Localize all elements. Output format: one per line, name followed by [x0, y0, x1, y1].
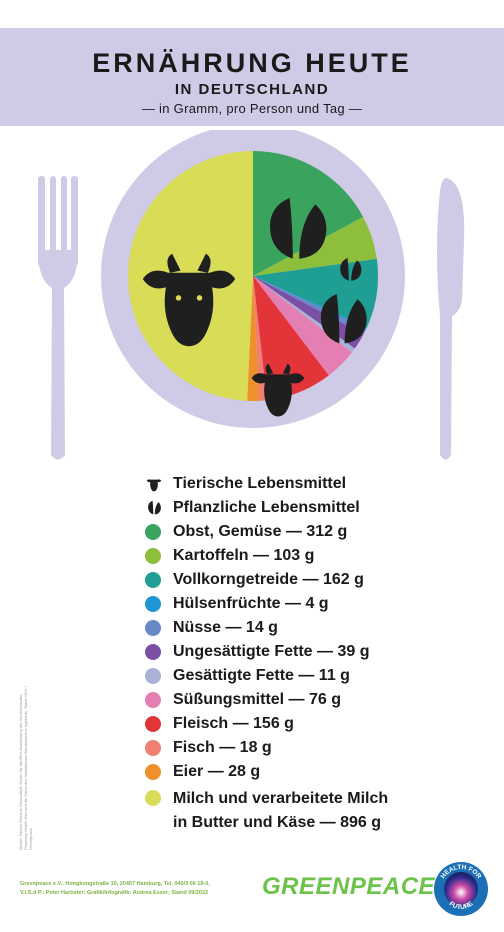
legend-swatch [145, 572, 161, 588]
legend-item: Kartoffeln — 103 g [145, 544, 475, 568]
fork-icon [38, 176, 78, 460]
legend-swatch [145, 620, 161, 636]
cow-head-icon [146, 479, 162, 492]
legend-item: Gesättigte Fette — 11 g [145, 664, 475, 688]
legend-label: Fisch — 18 g [173, 739, 272, 756]
leaf-icon-large [270, 198, 327, 259]
pie-chart [127, 151, 378, 401]
legend-swatch [145, 524, 161, 540]
legend-label: Fleisch — 156 g [173, 715, 294, 732]
source-note: Quelle: Dieses Bündnis Gesundheit; Essen… [18, 686, 33, 850]
legend-item: Ungesättigte Fette — 39 g [145, 640, 475, 664]
header-band: ERNÄHRUNG HEUTE IN DEUTSCHLAND — in Gram… [0, 28, 504, 126]
legend-label: Obst, Gemüse — 312 g [173, 523, 348, 540]
legend-animal: Tierische Lebensmittel [145, 472, 475, 496]
legend-label: Milch und verarbeitete Milch in Butter un… [173, 787, 388, 835]
legend-swatch [145, 716, 161, 732]
imprint-line-2: V.i.S.d.P.: Peter Harbster; Grafik/Infog… [20, 890, 209, 896]
health-for-future-badge: HEALTH FOR FUTURE [434, 862, 488, 916]
legend-label-line-2: in Butter und Käse — 896 g [173, 814, 382, 831]
legend-item: Fisch — 18 g [145, 736, 475, 760]
legend-label: Nüsse — 14 g [173, 619, 278, 636]
legend-label: Vollkorngetreide — 162 g [173, 571, 364, 588]
legend-swatch [145, 740, 161, 756]
legend-label: Ungesättigte Fette — 39 g [173, 643, 370, 660]
legend-item: Eier — 28 g [145, 760, 475, 784]
knife-icon [437, 178, 465, 460]
cow-head-icon-small [251, 363, 305, 417]
legend-item: Nüsse — 14 g [145, 616, 475, 640]
cow-head-icon [142, 253, 236, 347]
legend-item: Vollkorngetreide — 162 g [145, 568, 475, 592]
legend-label: Gesättigte Fette — 11 g [173, 667, 350, 684]
legend-item: Süßungsmittel — 76 g [145, 688, 475, 712]
imprint-line-1: Greenpeace e.V., Hongkongstraße 10, 2045… [20, 881, 210, 887]
pie-slice-9 [253, 276, 268, 401]
legend-plant: Pflanzliche Lebensmittel [145, 496, 475, 520]
legend-plant-label: Pflanzliche Lebensmittel [173, 499, 360, 516]
page-subtitle: IN DEUTSCHLAND [174, 81, 330, 98]
legend-label: Hülsenfrüchte — 4 g [173, 595, 329, 612]
legend: Tierische Lebensmittel Pflanzliche Leben… [145, 472, 475, 835]
badge-text-bottom: FUTURE [448, 900, 475, 911]
legend-animal-label: Tierische Lebensmittel [173, 475, 347, 492]
legend-item: Obst, Gemüse — 312 g [145, 520, 475, 544]
legend-swatch [145, 668, 161, 684]
greenpeace-logo: GREENPEACE [262, 873, 436, 900]
plate-scene [38, 130, 465, 460]
legend-swatch [145, 548, 161, 564]
legend-label: Kartoffeln — 103 g [173, 547, 315, 564]
legend-swatch [145, 644, 161, 660]
leaf-icon-medium [320, 294, 367, 344]
leaf-icon [148, 500, 161, 515]
legend-swatch [145, 692, 161, 708]
legend-swatch [145, 596, 161, 612]
page-title: ERNÄHRUNG HEUTE [92, 48, 412, 78]
legend-swatch [145, 790, 161, 806]
legend-label: Süßungsmittel — 76 g [173, 691, 342, 708]
pie-slice-7 [253, 276, 352, 376]
legend-label-line-1: Milch und verarbeitete Milch [173, 790, 389, 807]
legend-item: Fleisch — 156 g [145, 712, 475, 736]
legend-item: Milch und verarbeitete Milch in Butter un… [145, 787, 475, 835]
legend-swatch [145, 764, 161, 780]
pie-slice-8 [253, 276, 329, 401]
legend-item: Hülsenfrüchte — 4 g [145, 592, 475, 616]
leaf-icon-small [340, 258, 362, 281]
legend-label: Eier — 28 g [173, 763, 261, 780]
imprint: Greenpeace e.V., Hongkongstraße 10, 2045… [20, 880, 210, 898]
pie-slice-10 [247, 276, 260, 401]
unit-line: — in Gramm, pro Person und Tag — [141, 101, 363, 116]
svg-text:FUTURE: FUTURE [448, 900, 475, 911]
